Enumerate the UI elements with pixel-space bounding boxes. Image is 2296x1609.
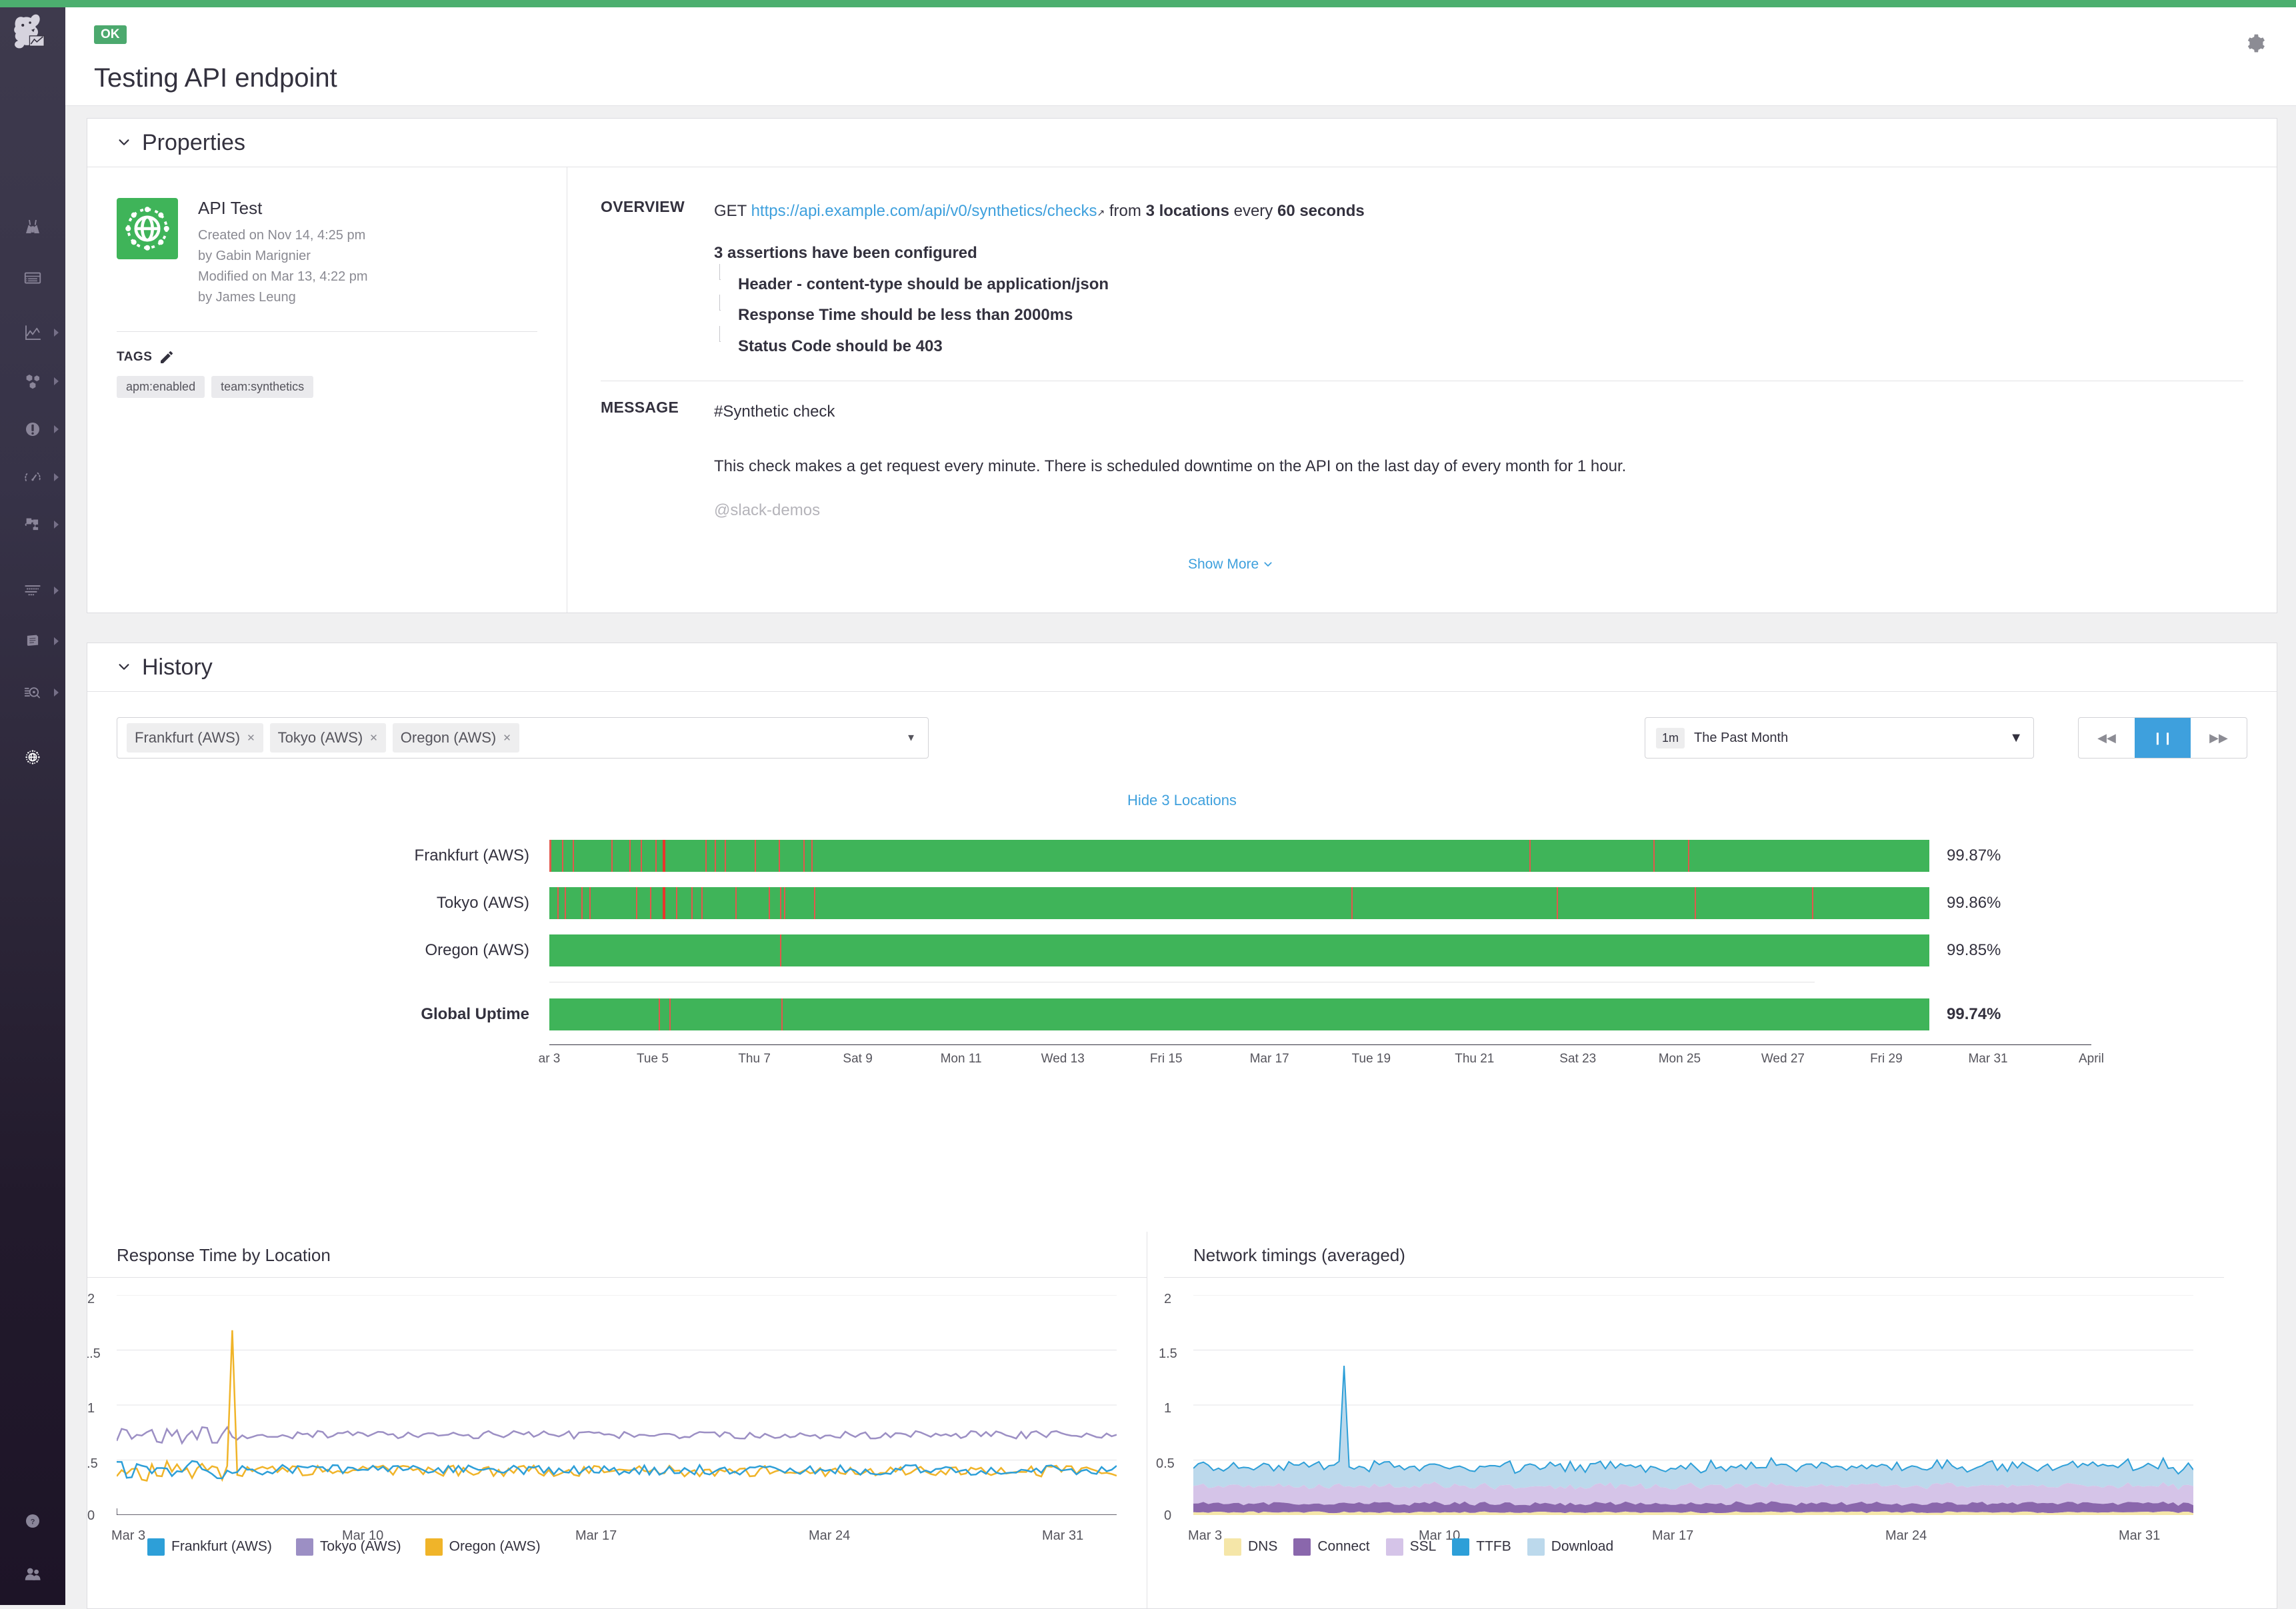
svg-text:?: ? bbox=[31, 1518, 35, 1526]
